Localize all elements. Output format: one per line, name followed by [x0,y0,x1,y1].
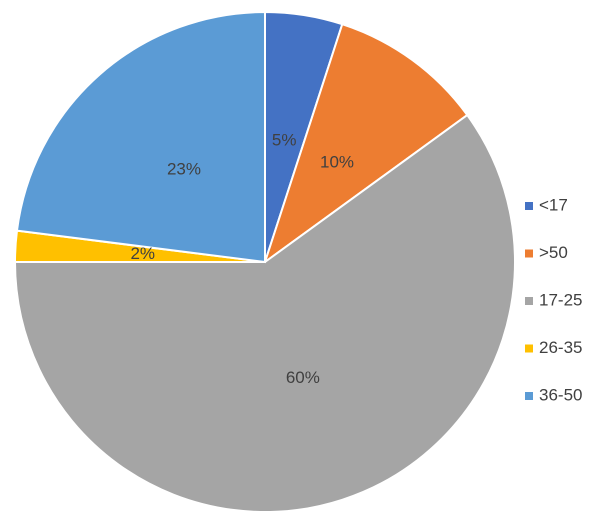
pie-slice [13,113,516,511]
data-label: 2% [130,244,155,263]
legend-label: 17-25 [539,290,582,309]
legend-swatch [525,202,533,210]
pie-slice [263,22,469,265]
legend-label: <17 [539,195,568,214]
legend-swatch [525,249,533,258]
data-label: 60% [286,368,320,387]
data-label: 10% [320,152,354,171]
pie-slice [15,10,266,264]
data-label: 5% [272,130,297,149]
legend-label: >50 [539,243,568,262]
legend-swatch [525,392,533,400]
legend-swatch [525,297,533,305]
legend-label: 36-50 [539,385,582,404]
legend-label: 26-35 [539,338,582,357]
data-label: 23% [167,160,201,179]
legend-swatch [525,344,533,353]
